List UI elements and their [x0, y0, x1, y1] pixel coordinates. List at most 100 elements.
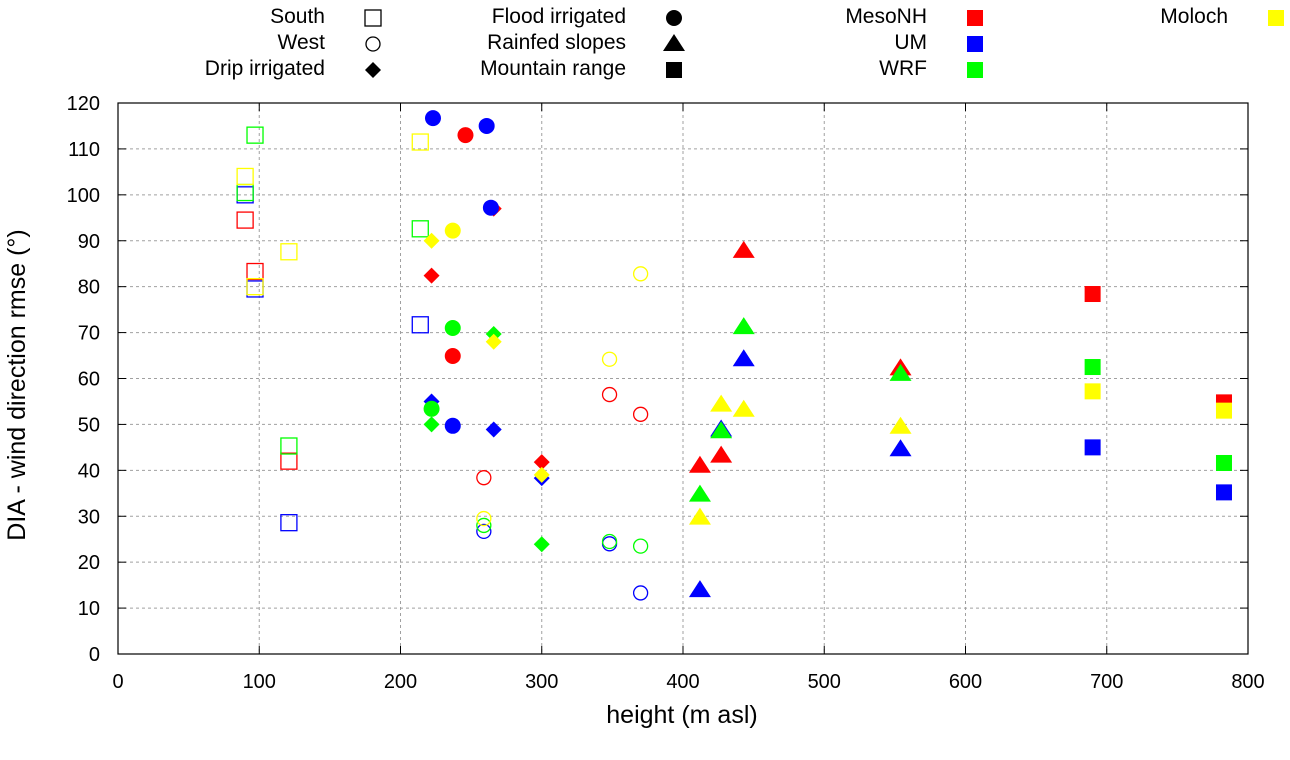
legend-marker-open-circle: [365, 36, 381, 52]
data-point: [246, 126, 264, 144]
data-point: [423, 416, 440, 433]
data-point: [889, 416, 912, 434]
data-points: [236, 110, 1232, 601]
y-tick-label: 70: [78, 323, 100, 345]
legend-label: MesoNH: [845, 5, 927, 28]
data-point: [688, 580, 711, 598]
data-point: [476, 470, 492, 486]
data-point: [1215, 402, 1232, 419]
data-point: [732, 399, 755, 417]
data-point: [482, 199, 499, 216]
data-point: [476, 510, 492, 527]
data-point: [423, 400, 440, 417]
y-tick-label: 110: [68, 139, 100, 161]
plot-frame: [117, 102, 1249, 655]
data-point: [1084, 359, 1101, 376]
data-point: [1084, 439, 1101, 456]
legend-swatch-um: [967, 36, 983, 52]
data-point: [485, 333, 502, 350]
data-point: [424, 110, 441, 127]
data-point: [444, 222, 461, 239]
y-tick-label: 10: [78, 598, 100, 620]
y-tick-labels: 0 10 20 30 40 50 60 70 80 90 100 110 120: [67, 93, 100, 666]
grid-lines: [118, 103, 1248, 654]
data-point: [411, 316, 429, 334]
legend-swatch-moloch: [1268, 10, 1284, 26]
y-tick-label: 80: [78, 277, 100, 299]
data-point: [411, 133, 429, 151]
legend-marker-open-square: [364, 9, 382, 27]
y-tick-label: 90: [78, 231, 100, 253]
data-point: [236, 167, 254, 186]
data-point: [1084, 383, 1101, 400]
legend-label: West: [278, 31, 326, 54]
y-tick-label: 0: [89, 644, 100, 666]
data-point: [732, 317, 755, 335]
data-point: [236, 211, 254, 229]
legend-label: Mountain range: [480, 57, 626, 80]
data-point: [246, 262, 264, 281]
y-tick-label: 100: [67, 185, 100, 207]
data-point: [632, 538, 649, 554]
data-point: [423, 267, 440, 284]
series-um: [236, 110, 1232, 601]
data-point: [632, 406, 649, 422]
legend-label: Rainfed slopes: [487, 31, 626, 54]
data-point: [423, 232, 440, 249]
data-point: [280, 243, 298, 261]
legend: South West Drip irrigated Flood irrigated Ra…: [205, 5, 1284, 80]
data-point: [889, 363, 912, 381]
legend-swatch-mesonh: [967, 10, 983, 26]
data-point: [710, 445, 733, 463]
data-point: [710, 421, 733, 439]
legend-label: Flood irrigated: [492, 5, 626, 28]
data-point: [1084, 286, 1101, 303]
data-point: [889, 439, 912, 457]
y-tick-label: 50: [78, 414, 100, 436]
x-tick-label: 300: [525, 671, 558, 693]
data-point: [280, 437, 298, 455]
legend-label: South: [270, 5, 325, 28]
x-tick-labels: 0 100 200 300 400 500 600 700 800: [112, 671, 1264, 693]
data-point: [478, 117, 495, 134]
x-tick-label: 0: [112, 671, 123, 693]
data-point: [411, 220, 429, 238]
data-point: [533, 454, 550, 471]
data-point: [457, 127, 474, 144]
legend-marker-circle: [666, 10, 682, 26]
data-point: [280, 514, 298, 532]
data-point: [444, 417, 461, 434]
data-point: [533, 466, 550, 483]
data-point: [632, 585, 649, 601]
x-tick-label: 600: [949, 671, 982, 693]
data-point: [710, 394, 733, 412]
data-point: [444, 348, 461, 365]
data-point: [688, 455, 711, 473]
legend-marker-triangle: [663, 34, 685, 51]
data-point: [632, 266, 649, 282]
data-point: [732, 349, 755, 367]
legend-marker-diamond: [365, 62, 381, 78]
data-point: [732, 240, 755, 258]
legend-label: Drip irrigated: [205, 57, 325, 80]
legend-swatch-wrf: [967, 62, 983, 78]
x-tick-label: 800: [1231, 671, 1264, 693]
legend-label: Moloch: [1160, 5, 1228, 28]
data-point: [601, 386, 618, 403]
x-tick-label: 700: [1090, 671, 1123, 693]
data-point: [688, 484, 711, 502]
legend-label: UM: [894, 31, 927, 54]
x-axis-title: height (m asl): [606, 701, 757, 729]
data-point: [476, 517, 492, 534]
data-point: [1215, 484, 1232, 501]
x-tick-label: 500: [808, 671, 841, 693]
data-point: [476, 523, 492, 540]
series-wrf: [236, 126, 1232, 554]
y-tick-label: 60: [78, 369, 100, 391]
y-tick-label: 30: [78, 506, 100, 528]
series-moloch: [236, 133, 1232, 527]
y-tick-label: 20: [78, 552, 100, 574]
data-point: [688, 507, 711, 525]
x-tick-label: 200: [384, 671, 417, 693]
